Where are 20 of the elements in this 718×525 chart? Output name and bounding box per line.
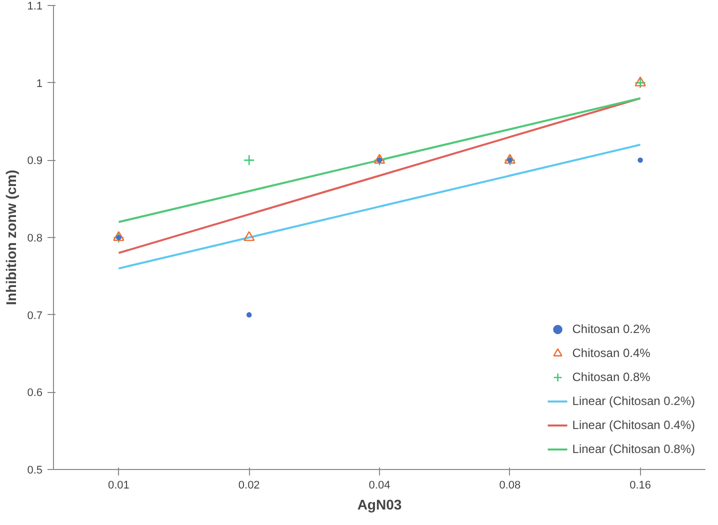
- x-tick-label: 0.02: [238, 480, 260, 492]
- legend-label: Linear (Chitosan 0.4%): [572, 418, 695, 432]
- legend-label: Linear (Chitosan 0.8%): [572, 442, 695, 456]
- y-axis-title: Inhibition zonw (cm): [3, 170, 20, 306]
- y-tick-label: 0.5: [27, 464, 43, 476]
- y-tick-label: 0.6: [27, 387, 43, 400]
- x-tick-label: 0.01: [108, 480, 130, 492]
- y-tick-label: 0.7: [27, 310, 43, 322]
- x-tick-label: 0.08: [499, 480, 521, 492]
- y-tick-label: 0.8: [27, 232, 43, 244]
- legend-label: Chitosan 0.8%: [572, 370, 650, 384]
- legend-label: Chitosan 0.4%: [572, 346, 650, 360]
- x-tick-label: 0.16: [630, 480, 652, 492]
- legend-label: Chitosan 0.2%: [572, 322, 650, 336]
- x-axis-title: AgN03: [357, 496, 402, 512]
- x-tick-label: 0.04: [368, 480, 390, 492]
- y-tick-label: 0.9: [27, 155, 43, 168]
- y-tick-label: 1.1: [27, 0, 43, 12]
- y-tick-label: 1: [36, 78, 43, 90]
- legend-label: Linear (Chitosan 0.2%): [572, 394, 695, 408]
